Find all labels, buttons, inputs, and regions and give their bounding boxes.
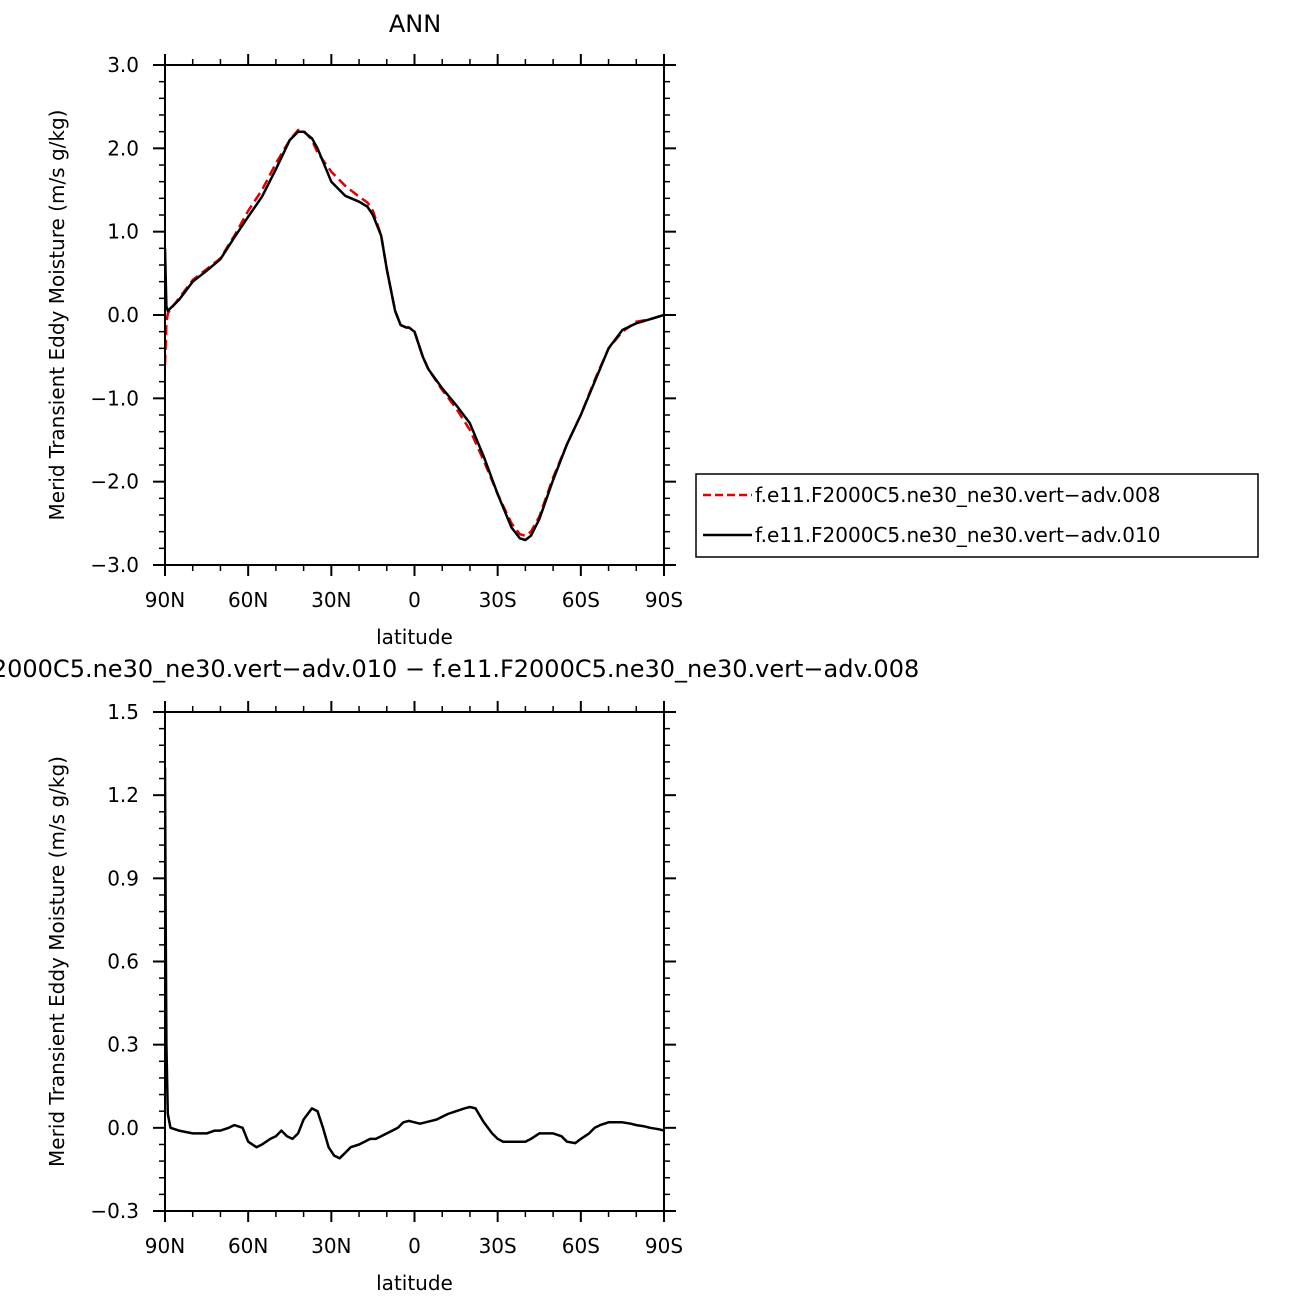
- series-line-1: [165, 130, 664, 542]
- legend-entry-1: f.e11.F2000C5.ne30_ne30.vert−adv.010: [755, 523, 1160, 547]
- series-line-0: [165, 767, 664, 1160]
- y-tick-label: −3.0: [90, 553, 139, 577]
- plot-frame: [164, 64, 665, 566]
- y-axis-label: Merid Transient Eddy Moisture (m/s g/kg): [45, 110, 69, 521]
- y-axis-label: Merid Transient Eddy Moisture (m/s g/kg): [45, 756, 69, 1167]
- y-tick-label: 3.0: [107, 53, 139, 77]
- x-tick-label: 30N: [311, 1234, 351, 1258]
- y-tick-label: 1.2: [107, 783, 139, 807]
- panel-bottom: f.e11.F2000C5.ne30_ne30.vert−adv.010 − f…: [0, 655, 919, 1295]
- y-tick-label: −0.3: [90, 1199, 139, 1223]
- y-tick-label: 0.6: [107, 950, 139, 974]
- x-tick-label: 60N: [228, 1234, 268, 1258]
- chart-title: ANN: [389, 10, 441, 38]
- x-tick-label: 30S: [479, 588, 517, 612]
- legend-entry-0: f.e11.F2000C5.ne30_ne30.vert−adv.008: [755, 483, 1160, 507]
- y-tick-label: −1.0: [90, 386, 139, 410]
- y-tick-label: 1.0: [107, 220, 139, 244]
- y-tick-label: 1.5: [107, 700, 139, 724]
- y-tick-label: 2.0: [107, 136, 139, 160]
- x-tick-label: 90N: [145, 588, 185, 612]
- x-axis-label: latitude: [376, 625, 453, 649]
- legend: f.e11.F2000C5.ne30_ne30.vert−adv.008 f.e1…: [695, 473, 1259, 558]
- x-tick-label: 90S: [645, 588, 683, 612]
- plot-frame: [164, 711, 665, 1212]
- chart-title: f.e11.F2000C5.ne30_ne30.vert−adv.010 − f…: [0, 655, 919, 683]
- x-tick-label: 0: [408, 1234, 421, 1258]
- y-tick-label: 0.0: [107, 303, 139, 327]
- x-tick-label: 60S: [562, 1234, 600, 1258]
- x-tick-label: 90S: [645, 1234, 683, 1258]
- x-tick-label: 0: [408, 588, 421, 612]
- y-tick-label: 0.0: [107, 1116, 139, 1140]
- y-tick-label: 0.3: [107, 1033, 139, 1057]
- x-tick-label: 60N: [228, 588, 268, 612]
- legend-box: [695, 473, 1259, 558]
- y-tick-label: −2.0: [90, 470, 139, 494]
- x-axis-label: latitude: [376, 1271, 453, 1295]
- y-tick-label: 0.9: [107, 866, 139, 890]
- x-tick-label: 60S: [562, 588, 600, 612]
- x-tick-label: 30N: [311, 588, 351, 612]
- x-tick-label: 30S: [479, 1234, 517, 1258]
- x-tick-label: 90N: [145, 1234, 185, 1258]
- panel-top: ANN 90N 60N 30N 0 30S 60S 90S 3.0 2.0 1.0 0.0 −1.0 −2…: [45, 10, 1259, 649]
